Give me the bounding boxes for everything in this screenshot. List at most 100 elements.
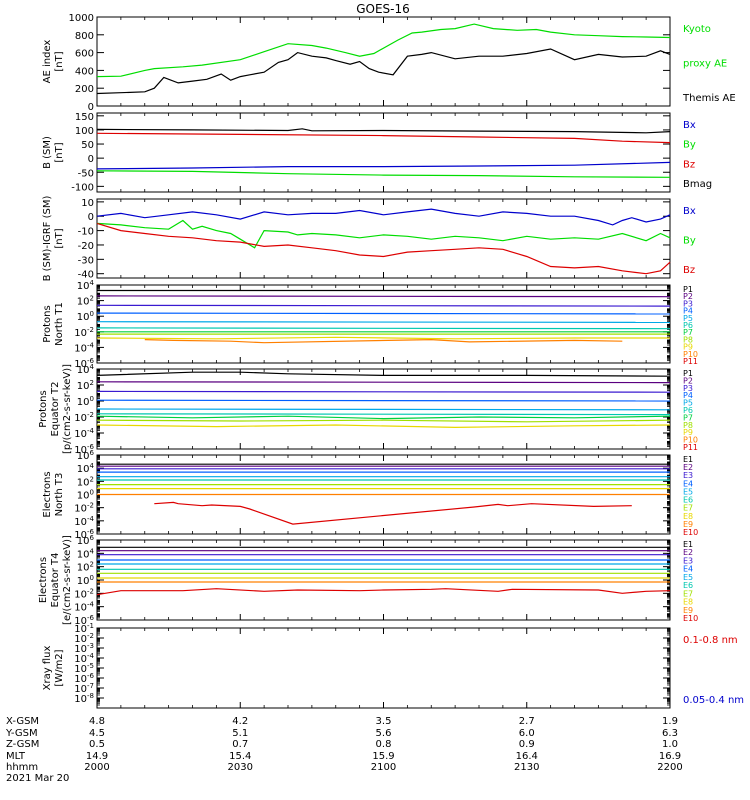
x-row-value: 0.5: [89, 739, 105, 750]
y-tick-label: 102: [77, 561, 94, 574]
series-p6: [96, 327, 671, 330]
legend-entry: Bz: [683, 159, 695, 170]
legend-entry: E10: [683, 614, 698, 623]
series-bz: [96, 132, 671, 144]
legend-entry: P6: [683, 406, 693, 415]
panel-frame: [96, 16, 671, 107]
y-tick-label: 102: [77, 379, 94, 392]
series-bz: [96, 222, 671, 275]
y-tick-label: 10-2: [74, 326, 94, 339]
legend-entry: Kyoto: [683, 24, 711, 35]
y-tick-label: 104: [77, 462, 95, 475]
y-tick-label: 106: [77, 449, 95, 462]
y-tick-label: 10-4: [74, 601, 94, 614]
legend-entry: E5: [683, 487, 693, 496]
y-tick-label: 600: [75, 49, 94, 60]
y-tick-label: 10-4: [74, 341, 94, 354]
y-tick-label: -50: [78, 168, 94, 179]
x-row-value: 0.9: [519, 739, 535, 750]
x-row-value: 4.5: [89, 728, 105, 739]
legend-entry: proxy AE: [683, 59, 727, 70]
series-by: [96, 170, 671, 178]
x-row-value: 3.5: [376, 716, 392, 727]
y-axis-label: Protons: [42, 305, 53, 342]
series-by: [96, 219, 671, 249]
y-tick-label: -40: [78, 270, 94, 281]
y-axis-label: Xray flux: [42, 646, 53, 691]
y-tick-label: 100: [77, 574, 94, 587]
legend-entry: E4: [683, 565, 693, 574]
series-themis-ae: [96, 48, 671, 95]
legend-entry: E1: [683, 540, 693, 549]
x-row-value: 6.3: [662, 728, 678, 739]
y-tick-label: 0: [88, 102, 94, 113]
series-p5: [96, 408, 671, 411]
legend-entry: P1: [683, 285, 693, 294]
y-tick-label: 200: [75, 84, 94, 95]
legend-entry: E2: [683, 463, 693, 472]
legend-entry: P8: [683, 335, 693, 344]
series-p7: [96, 415, 671, 420]
series-p2: [96, 381, 671, 384]
x-row-value: 2200: [657, 762, 682, 773]
legend-entry: Bx: [683, 206, 696, 217]
legend-entry: P4: [683, 307, 693, 316]
series-bmag: [96, 128, 671, 134]
legend-entry: 0.1-0.8 nm: [683, 635, 738, 646]
legend-entry: E6: [683, 581, 693, 590]
legend-entry: E7: [683, 589, 693, 598]
panel-3: -40 -30 -20 -10 0 10 B (SM)-IGRF (SM) [nT] Bx By B…: [42, 196, 696, 282]
y-tick-label: 1000: [69, 13, 94, 24]
y-axis-label: Electrons: [38, 557, 49, 603]
legend-entry: P9: [683, 428, 693, 437]
x-row-value: 0.7: [232, 739, 248, 750]
legend-entry: P10: [683, 350, 698, 359]
x-row-value: 16.9: [659, 751, 681, 762]
x-row-value: 15.4: [229, 751, 251, 762]
series-p4: [96, 312, 671, 315]
legend-entry: P11: [683, 357, 698, 366]
legend-entry: By: [683, 140, 696, 151]
legend-entry: P10: [683, 436, 698, 445]
panel-frame: [96, 627, 671, 709]
series-kyoto-proxy-ae: [96, 23, 671, 78]
legend-entry: P6: [683, 321, 693, 330]
y-tick-label: -10: [78, 227, 94, 238]
series-e10: [96, 588, 671, 596]
legend-entry: Bz: [683, 265, 695, 276]
y-tick-label: 0: [88, 212, 94, 223]
y-axis-label: [e/(cm2-s-sr-keV)]: [62, 535, 73, 625]
legend-entry: P8: [683, 421, 693, 430]
y-axis-label: [W/m2]: [54, 649, 65, 686]
x-row-value: 14.9: [86, 751, 108, 762]
panel-frame: [96, 112, 671, 193]
y-tick-label: 800: [75, 31, 94, 42]
x-row-value: 0.8: [376, 739, 392, 750]
y-axis-label: Equator T2: [50, 382, 61, 437]
x-row-value: 5.6: [376, 728, 392, 739]
y-tick-label: 150: [75, 112, 94, 123]
x-row-value: 4.2: [232, 716, 248, 727]
legend-entry: P9: [683, 343, 693, 352]
x-row-label: Y-GSM: [5, 728, 38, 739]
y-tick-label: 100: [75, 126, 94, 137]
series-p5: [96, 321, 671, 323]
panel-1: 0 200 400 600 800 1000 AE index [nT] Kyoto proxy …: [42, 13, 736, 113]
legend-entry: Bx: [683, 120, 696, 131]
series-p10: [144, 338, 623, 344]
y-axis-label: North T3: [54, 473, 65, 517]
legend-entry: P5: [683, 399, 693, 408]
legend-entry: E7: [683, 504, 693, 513]
y-axis-label: Protons: [38, 390, 49, 427]
legend-entry: Themis AE: [682, 93, 736, 104]
legend-entry: E3: [683, 471, 693, 480]
y-tick-label: 104: [77, 547, 95, 560]
legend-entry: E9: [683, 606, 693, 615]
panel-2: -100 -50 0 50 100 150 B (SM) [nT] Bx By Bz Bmag: [42, 112, 712, 194]
y-tick-label: 10-4: [74, 515, 94, 528]
y-tick-label: -20: [78, 241, 94, 252]
x-row-value: 6.0: [519, 728, 535, 739]
